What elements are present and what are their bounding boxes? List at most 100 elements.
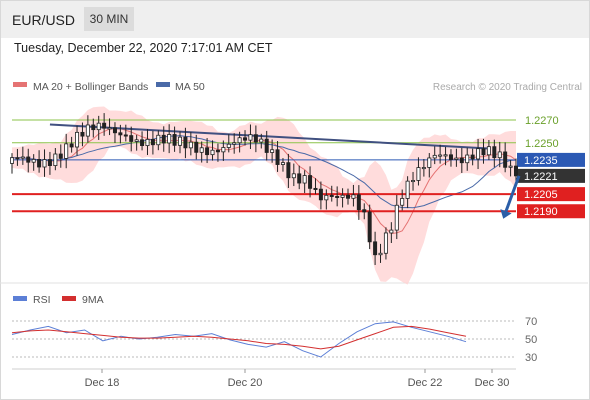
candle-body	[486, 146, 491, 156]
timeframe-button[interactable]: 30 MIN	[84, 7, 134, 31]
bollinger-band	[12, 106, 516, 285]
candle-body	[280, 162, 285, 165]
rsi-tick-70: 70	[525, 316, 537, 328]
candle-body	[476, 148, 481, 160]
candle-body	[318, 188, 323, 201]
x-tick-label: Dec 18	[85, 377, 120, 389]
ma20-line	[11, 128, 517, 235]
candle-body	[432, 154, 437, 159]
candle-body	[324, 194, 329, 201]
rsi-legend-swatch	[13, 296, 27, 301]
candle-body	[9, 157, 14, 164]
rsi-ma-line	[11, 325, 467, 350]
resistance-trendline	[49, 123, 489, 150]
candle-body	[340, 194, 345, 198]
candle-body	[69, 143, 74, 148]
candle-body	[107, 127, 112, 130]
rsi-tick-30: 30	[525, 352, 537, 364]
candle-body	[345, 194, 350, 199]
candle-body	[37, 159, 42, 168]
candle-body	[232, 142, 237, 145]
candle-body	[161, 134, 166, 144]
candle-body	[205, 147, 210, 156]
candle-body	[253, 134, 258, 143]
candle-body	[26, 156, 31, 163]
candle-body	[80, 131, 85, 137]
x-tick-label: Dec 20	[228, 377, 263, 389]
candle-body	[264, 138, 269, 153]
candle-body	[188, 141, 193, 149]
candle-body	[226, 143, 231, 148]
candle-body	[356, 194, 361, 211]
candle-body	[297, 173, 302, 184]
ma50-line	[11, 135, 517, 209]
forecast-arrow-shaft	[504, 175, 521, 212]
candle-body	[503, 151, 508, 168]
candle-body	[405, 180, 410, 199]
candle-body	[308, 175, 313, 189]
candle-body	[20, 156, 25, 159]
candle-body	[443, 154, 448, 157]
timestamp: Tuesday, December 22, 2020 7:17:01 AM CE…	[14, 41, 273, 55]
level-label-1.2235: 1.2235	[524, 155, 558, 167]
candle-body	[351, 194, 356, 199]
candle-body	[291, 173, 296, 179]
candle-body	[237, 137, 242, 144]
candle-body	[91, 124, 96, 131]
candle-body	[394, 204, 399, 231]
candle-body	[145, 138, 150, 147]
candle-body	[53, 153, 58, 167]
candle-body	[31, 159, 36, 163]
candle-body	[215, 149, 220, 153]
candle-body	[177, 136, 182, 146]
candle-body	[102, 122, 107, 129]
candle-body	[329, 194, 334, 197]
candle-body	[378, 252, 383, 256]
level-label-1.2205: 1.2205	[524, 189, 558, 201]
ma20-legend-label: MA 20 + Bollinger Bands	[33, 81, 148, 93]
ma20-legend-swatch	[13, 82, 27, 87]
candle-body	[112, 127, 117, 134]
candle-body	[199, 147, 204, 153]
credit-text: Research © 2020 Trading Central	[433, 82, 582, 93]
candle-body	[42, 159, 47, 168]
candle-body	[389, 229, 394, 234]
candle-body	[454, 157, 459, 160]
candle-body	[156, 134, 161, 146]
forecast-arrow-head	[500, 209, 512, 219]
candle-body	[302, 175, 307, 184]
candle-body	[438, 154, 443, 157]
candle-body	[259, 138, 264, 143]
candle-body	[470, 154, 475, 160]
level-badge-1.2190	[517, 204, 585, 219]
rsi-ma-legend-swatch	[62, 296, 76, 301]
symbol-title: EUR/USD	[12, 12, 76, 28]
candle-body	[481, 148, 486, 156]
candle-body	[373, 241, 378, 256]
candle-body	[210, 149, 215, 156]
candle-body	[64, 143, 69, 159]
x-tick-label: Dec 22	[408, 377, 443, 389]
candle-body	[313, 187, 318, 190]
level-badge-1.2235	[517, 152, 585, 167]
level-badge-1.2221	[517, 168, 585, 183]
candle-body	[243, 137, 248, 141]
candle-body	[411, 180, 416, 183]
candle-body	[85, 124, 90, 137]
candle-body	[183, 136, 188, 149]
candle-body	[367, 211, 372, 243]
candle-body	[421, 167, 426, 170]
x-tick-label: Dec 30	[475, 377, 510, 389]
candle-body	[286, 162, 291, 179]
candle-body	[427, 157, 432, 168]
candle-body	[150, 138, 155, 146]
candle-body	[47, 159, 52, 167]
candle-body	[58, 153, 63, 159]
level-badge-1.2205	[517, 187, 585, 202]
candle-body	[123, 134, 128, 137]
candle-body	[134, 139, 139, 142]
candle-body	[118, 132, 123, 136]
candle-body	[383, 232, 388, 254]
candle-body	[194, 141, 199, 153]
